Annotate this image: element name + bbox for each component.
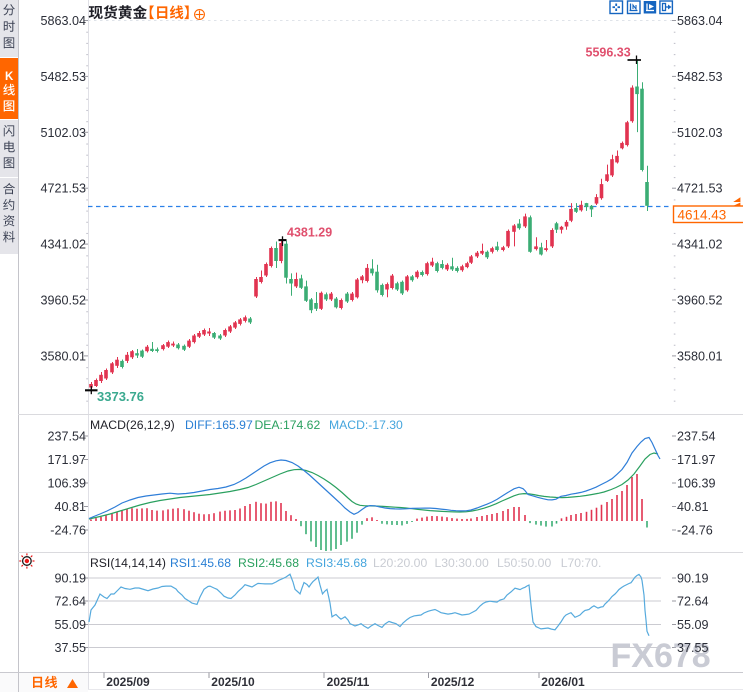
svg-text:4341.02: 4341.02 [40,238,86,252]
svg-text:MACD(26,12,9): MACD(26,12,9) [90,418,175,432]
svg-text:72.64: 72.64 [677,595,709,609]
svg-text:37.55: 37.55 [54,641,86,655]
svg-text:FX678: FX678 [611,637,711,675]
svg-text:L70:70.: L70:70. [561,556,602,570]
svg-text:40.81: 40.81 [677,500,709,514]
svg-text:RSI3:45.68: RSI3:45.68 [306,556,367,570]
svg-text:171.97: 171.97 [47,453,86,467]
svg-text:2025/09: 2025/09 [106,675,150,689]
svg-text:DIFF:165.97: DIFF:165.97 [185,418,253,432]
svg-text:RSI1:45.68: RSI1:45.68 [170,556,231,570]
svg-text:5596.33: 5596.33 [586,46,631,60]
svg-text:-24.76: -24.76 [677,524,713,538]
svg-text:2026/01: 2026/01 [541,675,585,689]
svg-text:4381.29: 4381.29 [287,226,332,240]
svg-text:RSI2:45.68: RSI2:45.68 [238,556,299,570]
svg-text:L50:50.00: L50:50.00 [497,556,551,570]
svg-text:90.19: 90.19 [677,572,709,586]
svg-text:55.09: 55.09 [677,618,709,632]
svg-text:MACD:-17.30: MACD:-17.30 [329,418,403,432]
svg-text:4721.53: 4721.53 [677,182,723,196]
svg-text:5863.04: 5863.04 [40,14,86,28]
svg-text:RSI(14,14,14): RSI(14,14,14) [90,556,166,570]
svg-text:5863.04: 5863.04 [677,14,723,28]
svg-text:4614.43: 4614.43 [678,208,727,223]
svg-text:3960.52: 3960.52 [677,294,723,308]
svg-text:55.09: 55.09 [54,618,86,632]
svg-text:3580.01: 3580.01 [677,349,723,363]
svg-text:237.54: 237.54 [47,430,86,444]
svg-text:2025/11: 2025/11 [327,675,370,689]
svg-text:K: K [5,71,14,83]
svg-text:4341.02: 4341.02 [677,238,723,252]
svg-text:DEA:174.62: DEA:174.62 [255,418,321,432]
svg-text:5482.53: 5482.53 [677,70,723,84]
svg-text:3373.76: 3373.76 [97,389,144,404]
svg-text:2025/10: 2025/10 [211,675,255,689]
svg-text:-24.76: -24.76 [50,524,86,538]
svg-text:106.39: 106.39 [47,477,86,491]
svg-text:37.55: 37.55 [677,641,709,655]
svg-text:72.64: 72.64 [54,595,86,609]
svg-text:3960.52: 3960.52 [40,294,86,308]
svg-text:5102.03: 5102.03 [677,126,723,140]
svg-text:90.19: 90.19 [54,572,86,586]
svg-text:40.81: 40.81 [54,500,86,514]
svg-text:3580.01: 3580.01 [40,349,86,363]
svg-text:L30:30.00: L30:30.00 [435,556,489,570]
svg-text:L20:20.00: L20:20.00 [373,556,427,570]
svg-text:5102.03: 5102.03 [40,126,86,140]
svg-text:237.54: 237.54 [677,430,716,444]
svg-text:2025/12: 2025/12 [431,675,475,689]
svg-text:4721.53: 4721.53 [40,182,86,196]
svg-text:106.39: 106.39 [677,477,716,491]
svg-text:5482.53: 5482.53 [40,70,86,84]
svg-text:171.97: 171.97 [677,453,716,467]
